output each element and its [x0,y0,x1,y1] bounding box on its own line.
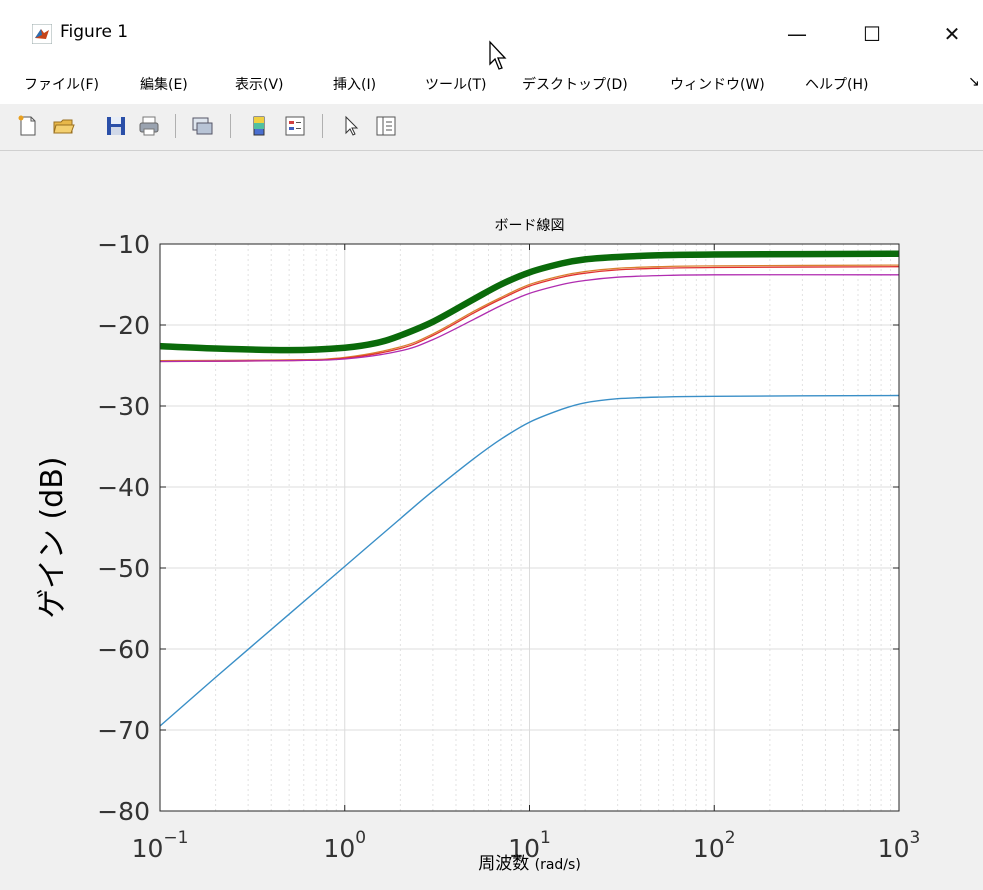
x-axis-label: 周波数 (rad/s) [478,854,581,874]
print-icon[interactable] [137,114,161,138]
y-tick-label: −30 [97,392,150,421]
y-axis-label: ゲイン (dB) [35,457,70,619]
y-tick-label: −60 [97,635,150,664]
y-tick-label: −20 [97,311,150,340]
mouse-pointer-icon [489,40,507,70]
toolbar-separator [175,114,176,138]
matlab-icon [32,24,52,44]
legend-icon[interactable] [283,114,307,138]
menu-desktop[interactable]: デスクトップ(D) [522,77,628,93]
y-tick-label: −50 [97,554,150,583]
series-line-2[interactable] [159,266,900,363]
x-tick-label: 102 [693,828,736,863]
window-title: Figure 1 [60,22,129,42]
toolbar-separator [230,114,231,138]
y-tick-label: −80 [97,797,150,826]
property-inspector-icon[interactable] [374,114,398,138]
series-line-1[interactable] [159,264,900,362]
toolbar-separator [322,114,323,138]
minimize-button[interactable]: — [787,22,807,46]
menu-overflow-icon[interactable]: ↘ [968,74,980,90]
menu-tools[interactable]: ツール(T) [425,77,487,93]
figure-canvas: −80 −70 −60 −50 −40 −30 −20 −10 10−1 100 101 102 103… [0,151,983,890]
toolbar [0,104,983,151]
x-axis-label-main: 周波数 [478,854,534,874]
menu-bar: ファイル(F) 編集(E) 表示(V) 挿入(I) ツール(T) デスクトップ(… [0,64,983,104]
x-tick-label: 101 [508,828,551,863]
edit-plot-icon[interactable] [340,114,364,138]
y-tick-label: −70 [97,716,150,745]
series-line-3[interactable] [159,274,900,363]
x-axis-label-unit: (rad/s) [535,857,581,873]
chart-title: ボード線図 [495,218,565,234]
series-layer [159,250,900,727]
grid [159,243,900,812]
menu-help[interactable]: ヘルプ(H) [805,77,869,93]
link-plot-icon[interactable] [190,114,214,138]
close-button[interactable]: ✕ [943,22,961,46]
menu-file[interactable]: ファイル(F) [24,77,99,93]
y-tick-label: −10 [97,230,150,259]
ticks: −80 −70 −60 −50 −40 −30 −20 −10 10−1 100 101 102 103 [97,230,920,863]
menu-view[interactable]: 表示(V) [235,77,284,93]
new-figure-icon[interactable] [16,114,40,138]
save-icon[interactable] [104,114,128,138]
menu-window[interactable]: ウィンドウ(W) [670,77,765,93]
menu-insert[interactable]: 挿入(I) [333,77,377,93]
series-line-4[interactable] [159,250,900,354]
open-file-icon[interactable] [52,114,76,138]
menu-edit[interactable]: 編集(E) [140,77,188,93]
maximize-button[interactable]: ☐ [863,22,881,46]
x-tick-label: 10−1 [132,828,189,863]
x-tick-label: 100 [323,828,366,863]
series-line-0[interactable] [159,394,900,727]
x-tick-label: 103 [878,828,921,863]
colorbar-icon[interactable] [247,114,271,138]
y-tick-label: −40 [97,473,150,502]
bode-plot: −80 −70 −60 −50 −40 −30 −20 −10 10−1 100 101 102 103… [35,218,920,874]
